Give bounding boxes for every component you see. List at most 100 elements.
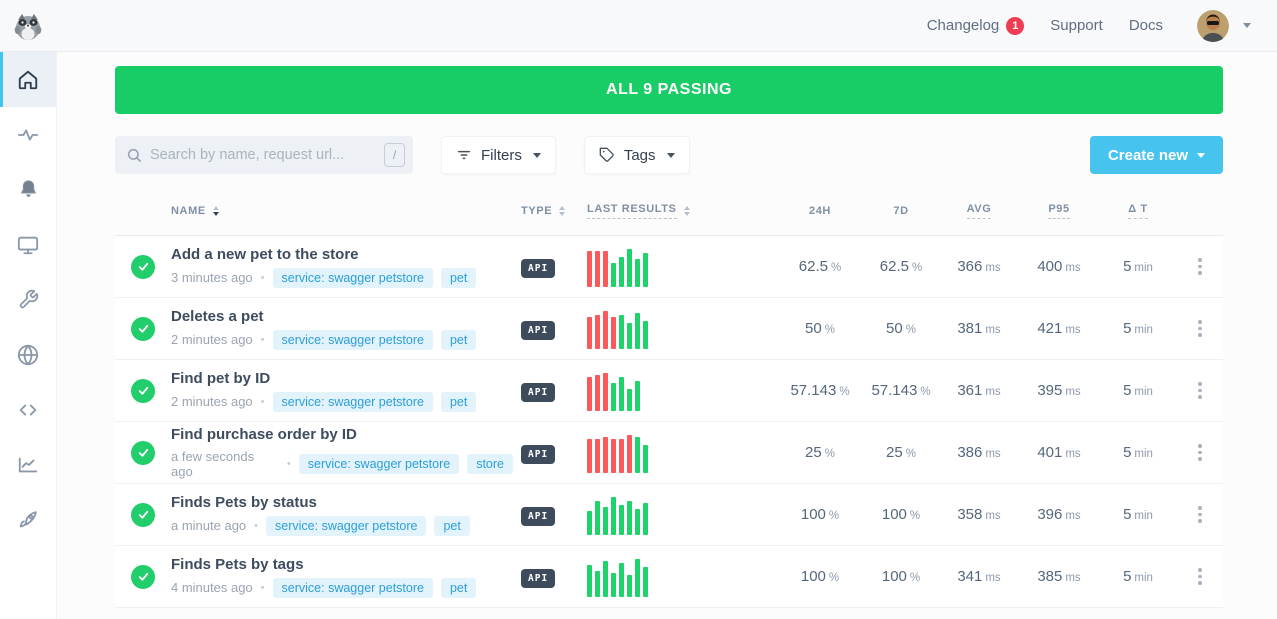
sidebar-item-quickstart[interactable]: [0, 492, 56, 547]
last-results-bars[interactable]: [587, 247, 777, 287]
result-bar-pass[interactable]: [635, 436, 640, 473]
result-bar-pass[interactable]: [635, 258, 640, 287]
result-bar-pass[interactable]: [635, 380, 640, 411]
result-bar-fail[interactable]: [595, 250, 600, 287]
result-bar-fail[interactable]: [611, 316, 616, 349]
tag-pill[interactable]: service: swagger petstore: [272, 267, 433, 288]
sort-type-control[interactable]: [559, 205, 566, 216]
column-header-name[interactable]: NAME: [171, 205, 521, 217]
result-bar-fail[interactable]: [603, 310, 608, 349]
column-header-delta-t[interactable]: Δ T: [1099, 203, 1177, 219]
last-results-bars[interactable]: [587, 495, 777, 535]
result-bar-pass[interactable]: [635, 508, 640, 535]
tag-pill[interactable]: pet: [440, 267, 477, 288]
last-results-bars[interactable]: [587, 557, 777, 597]
result-bar-fail[interactable]: [587, 250, 592, 287]
result-bar-pass[interactable]: [603, 560, 608, 597]
row-menu-button[interactable]: [1192, 500, 1208, 529]
result-bar-pass[interactable]: [643, 566, 648, 597]
result-bar-fail[interactable]: [603, 372, 608, 411]
result-bar-pass[interactable]: [627, 388, 632, 411]
check-name-link[interactable]: Find purchase order by ID: [171, 426, 357, 444]
result-bar-pass[interactable]: [611, 496, 616, 535]
row-menu-button[interactable]: [1192, 252, 1208, 281]
search-box[interactable]: /: [115, 136, 413, 174]
result-bar-pass[interactable]: [627, 248, 632, 287]
result-bar-pass[interactable]: [643, 444, 648, 473]
tags-button[interactable]: Tags: [583, 136, 690, 174]
result-bar-pass[interactable]: [635, 558, 640, 597]
sidebar-item-home[interactable]: [0, 52, 56, 107]
result-bar-fail[interactable]: [611, 438, 616, 473]
tag-pill[interactable]: pet: [440, 329, 477, 350]
result-bar-pass[interactable]: [587, 564, 592, 597]
result-bar-pass[interactable]: [619, 314, 624, 349]
tag-pill[interactable]: service: swagger petstore: [272, 577, 433, 598]
column-header-avg[interactable]: AVG: [939, 203, 1019, 219]
result-bar-fail[interactable]: [595, 374, 600, 411]
last-results-bars[interactable]: [587, 309, 777, 349]
result-bar-pass[interactable]: [643, 320, 648, 349]
user-avatar[interactable]: [1197, 9, 1229, 42]
result-bar-fail[interactable]: [587, 438, 592, 473]
table-row[interactable]: Finds Pets by status a minute ago • serv…: [115, 484, 1223, 546]
table-row[interactable]: Find pet by ID 2 minutes ago • service: …: [115, 360, 1223, 422]
result-bar-pass[interactable]: [643, 252, 648, 287]
sidebar-item-locations[interactable]: [0, 327, 56, 382]
check-name-link[interactable]: Deletes a pet: [171, 308, 264, 326]
sidebar-item-maintenance[interactable]: [0, 272, 56, 327]
result-bar-fail[interactable]: [619, 438, 624, 473]
check-name-link[interactable]: Add a new pet to the store: [171, 246, 359, 264]
result-bar-pass[interactable]: [603, 506, 608, 535]
row-menu-button[interactable]: [1192, 376, 1208, 405]
sidebar-item-analytics[interactable]: [0, 437, 56, 492]
tag-pill[interactable]: service: swagger petstore: [272, 329, 433, 350]
tag-pill[interactable]: pet: [434, 515, 470, 536]
result-bar-pass[interactable]: [627, 500, 632, 535]
result-bar-pass[interactable]: [619, 376, 624, 411]
result-bar-fail[interactable]: [595, 314, 600, 349]
app-logo-raccoon-icon[interactable]: [12, 10, 44, 42]
check-name-link[interactable]: Finds Pets by status: [171, 494, 317, 512]
result-bar-pass[interactable]: [619, 562, 624, 597]
sort-name-control[interactable]: [212, 205, 219, 216]
tag-pill[interactable]: pet: [440, 577, 477, 598]
result-bar-fail[interactable]: [587, 316, 592, 349]
row-menu-button[interactable]: [1192, 438, 1208, 467]
create-new-button[interactable]: Create new: [1089, 136, 1223, 174]
table-row[interactable]: Add a new pet to the store 3 minutes ago…: [115, 236, 1223, 298]
nav-support-link[interactable]: Support: [1050, 17, 1103, 34]
result-bar-pass[interactable]: [627, 574, 632, 597]
result-bar-fail[interactable]: [627, 434, 632, 473]
status-banner[interactable]: ALL 9 PASSING: [115, 66, 1223, 114]
account-menu[interactable]: [1197, 9, 1251, 42]
sidebar-item-checks[interactable]: [0, 107, 56, 162]
tag-pill[interactable]: service: swagger petstore: [298, 453, 460, 474]
result-bar-pass[interactable]: [627, 322, 632, 349]
result-bar-pass[interactable]: [635, 312, 640, 349]
result-bar-fail[interactable]: [603, 436, 608, 473]
last-results-bars[interactable]: [587, 433, 777, 473]
nav-docs-link[interactable]: Docs: [1129, 17, 1163, 34]
result-bar-pass[interactable]: [619, 504, 624, 535]
result-bar-pass[interactable]: [643, 502, 648, 535]
result-bar-pass[interactable]: [619, 256, 624, 287]
row-menu-button[interactable]: [1192, 314, 1208, 343]
table-row[interactable]: Find purchase order by ID a few seconds …: [115, 422, 1223, 484]
result-bar-fail[interactable]: [587, 376, 592, 411]
search-input[interactable]: [150, 147, 384, 163]
table-row[interactable]: Finds Pets by tags 4 minutes ago • servi…: [115, 546, 1223, 608]
result-bar-fail[interactable]: [603, 250, 608, 287]
last-results-bars[interactable]: [587, 371, 777, 411]
tag-pill[interactable]: store: [467, 453, 513, 474]
result-bar-pass[interactable]: [611, 382, 616, 411]
result-bar-pass[interactable]: [611, 572, 616, 597]
result-bar-pass[interactable]: [595, 500, 600, 535]
sidebar-item-snippets[interactable]: [0, 382, 56, 437]
sort-last-results-control[interactable]: [683, 205, 690, 216]
row-menu-button[interactable]: [1192, 562, 1208, 591]
column-header-type[interactable]: TYPE: [521, 205, 587, 217]
tag-pill[interactable]: service: swagger petstore: [272, 391, 433, 412]
tag-pill[interactable]: pet: [440, 391, 477, 412]
tag-pill[interactable]: service: swagger petstore: [266, 515, 427, 536]
